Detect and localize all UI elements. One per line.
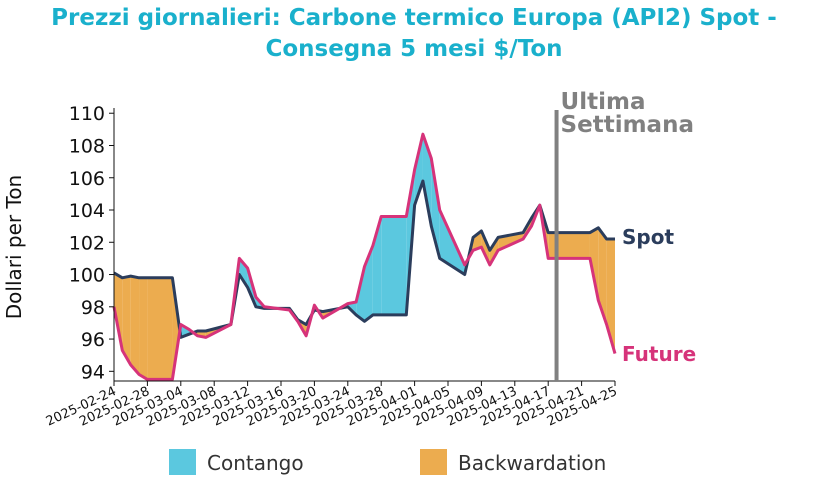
y-tick-label: 108: [69, 135, 105, 157]
y-tick-label: 94: [81, 361, 105, 383]
spot-series-line: [113, 179, 615, 339]
spread-fill-segment: [172, 277, 180, 380]
last-week-marker-label-1: Ultima: [561, 89, 646, 115]
legend-label-contango: Contango: [207, 451, 304, 475]
spread-fill-segment: [598, 227, 607, 325]
legend-label-backwardation: Backwardation: [458, 451, 606, 475]
spread-fill-segment: [147, 277, 173, 380]
y-axis-label: Dollari per Ton: [2, 175, 26, 319]
spread-fill-segment: [473, 230, 482, 251]
future-series-label: Future: [622, 342, 696, 366]
spread-fill-segment: [606, 239, 615, 354]
legend: Contango Backwardation: [169, 449, 606, 475]
spread-fill-segment: [489, 237, 499, 265]
y-tick-label: 98: [81, 297, 105, 319]
spread-fill-segment: [414, 134, 423, 206]
future-series-line: [112, 132, 617, 381]
spread-fill-segment: [139, 277, 148, 380]
y-tick-label: 96: [81, 329, 105, 351]
y-tick-label: 110: [69, 103, 105, 125]
y-tick-label: 102: [69, 232, 105, 254]
chart-title-line-2: Consegna 5 mesi $/Ton: [265, 36, 562, 62]
chart-title-line-1: Prezzi giornalieri: Carbone termico Euro…: [51, 5, 777, 31]
spread-fills: [114, 134, 615, 380]
legend-swatch-backwardation: [420, 449, 447, 475]
spread-fill-segment: [548, 232, 590, 259]
spread-fill-segment: [422, 134, 432, 227]
last-week-marker-label-2: Settimana: [561, 112, 694, 138]
spread-fill-segment: [122, 276, 131, 365]
series-lines: [112, 132, 617, 381]
spread-fill-segment: [381, 216, 407, 315]
axes: 9496981001021041061081102025-02-242025-0…: [44, 103, 620, 429]
y-tick-label: 100: [69, 265, 105, 287]
y-tick-label: 104: [69, 200, 105, 222]
spread-fill-segment: [114, 272, 123, 351]
y-tick-label: 106: [69, 168, 105, 190]
spread-fill-segment: [239, 258, 248, 288]
legend-swatch-contango: [169, 449, 196, 475]
spot-series-label: Spot: [622, 225, 674, 249]
spread-fill-segment: [130, 276, 140, 375]
